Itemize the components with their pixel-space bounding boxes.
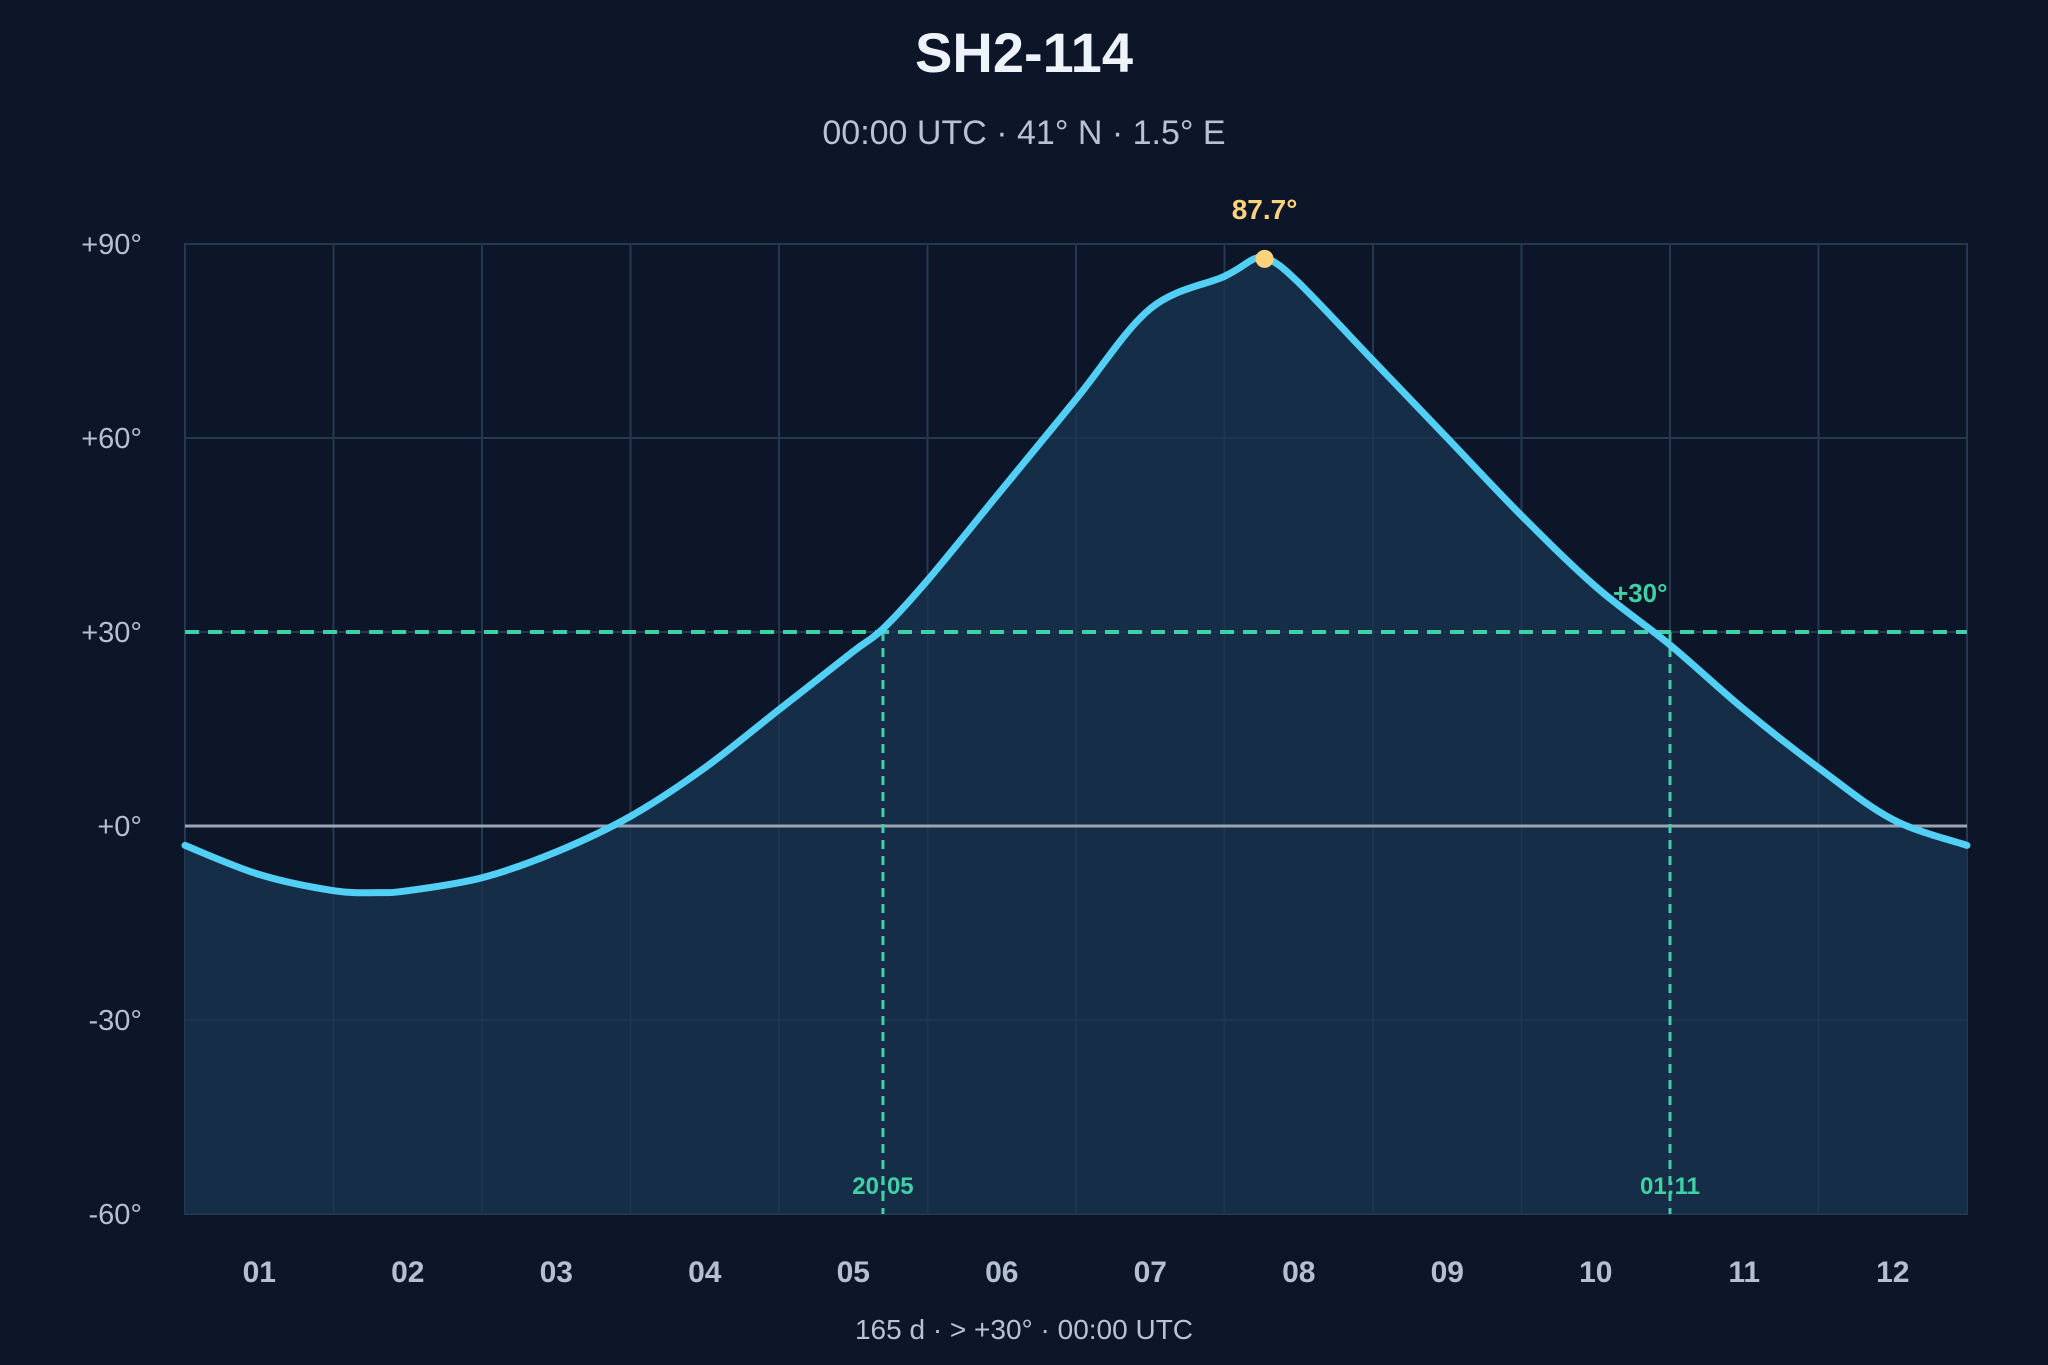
peak-label: 87.7° <box>1232 194 1298 225</box>
x-tick-label: 08 <box>1282 1256 1315 1289</box>
altitude-curve <box>181 252 1971 897</box>
chart-footer: 165 d · > +30° · 00:00 UTC <box>854 1314 1194 1345</box>
y-tick-label: -30° <box>88 1005 142 1037</box>
x-tick-label: 10 <box>1579 1256 1612 1289</box>
chart-subtitle: 00:00 UTC · 41° N · 1.5° E <box>822 114 1226 152</box>
chart-title: SH2-114 <box>915 21 1133 84</box>
x-tick-label: 04 <box>688 1256 722 1289</box>
y-tick-label: +0° <box>97 811 142 843</box>
threshold-label: +30° <box>1613 578 1668 608</box>
x-tick-label: 06 <box>985 1256 1018 1289</box>
y-tick-label: +90° <box>81 229 142 261</box>
y-tick-label: -60° <box>88 1199 142 1231</box>
x-tick-label: 07 <box>1134 1256 1167 1289</box>
x-tick-label: 12 <box>1876 1256 1909 1289</box>
crossing-label: 20:05 <box>852 1173 913 1200</box>
x-tick-label: 09 <box>1431 1256 1464 1289</box>
x-tick-label: 02 <box>391 1256 424 1289</box>
x-tick-label: 03 <box>540 1256 573 1289</box>
crossing-label: 01:11 <box>1640 1173 1700 1200</box>
x-tick-label: 11 <box>1728 1256 1760 1289</box>
y-tick-label: +30° <box>81 617 142 649</box>
peak-marker <box>1255 249 1274 268</box>
x-tick-label: 01 <box>243 1256 276 1289</box>
x-tick-label: 05 <box>837 1256 870 1289</box>
y-tick-label: +60° <box>81 423 142 455</box>
